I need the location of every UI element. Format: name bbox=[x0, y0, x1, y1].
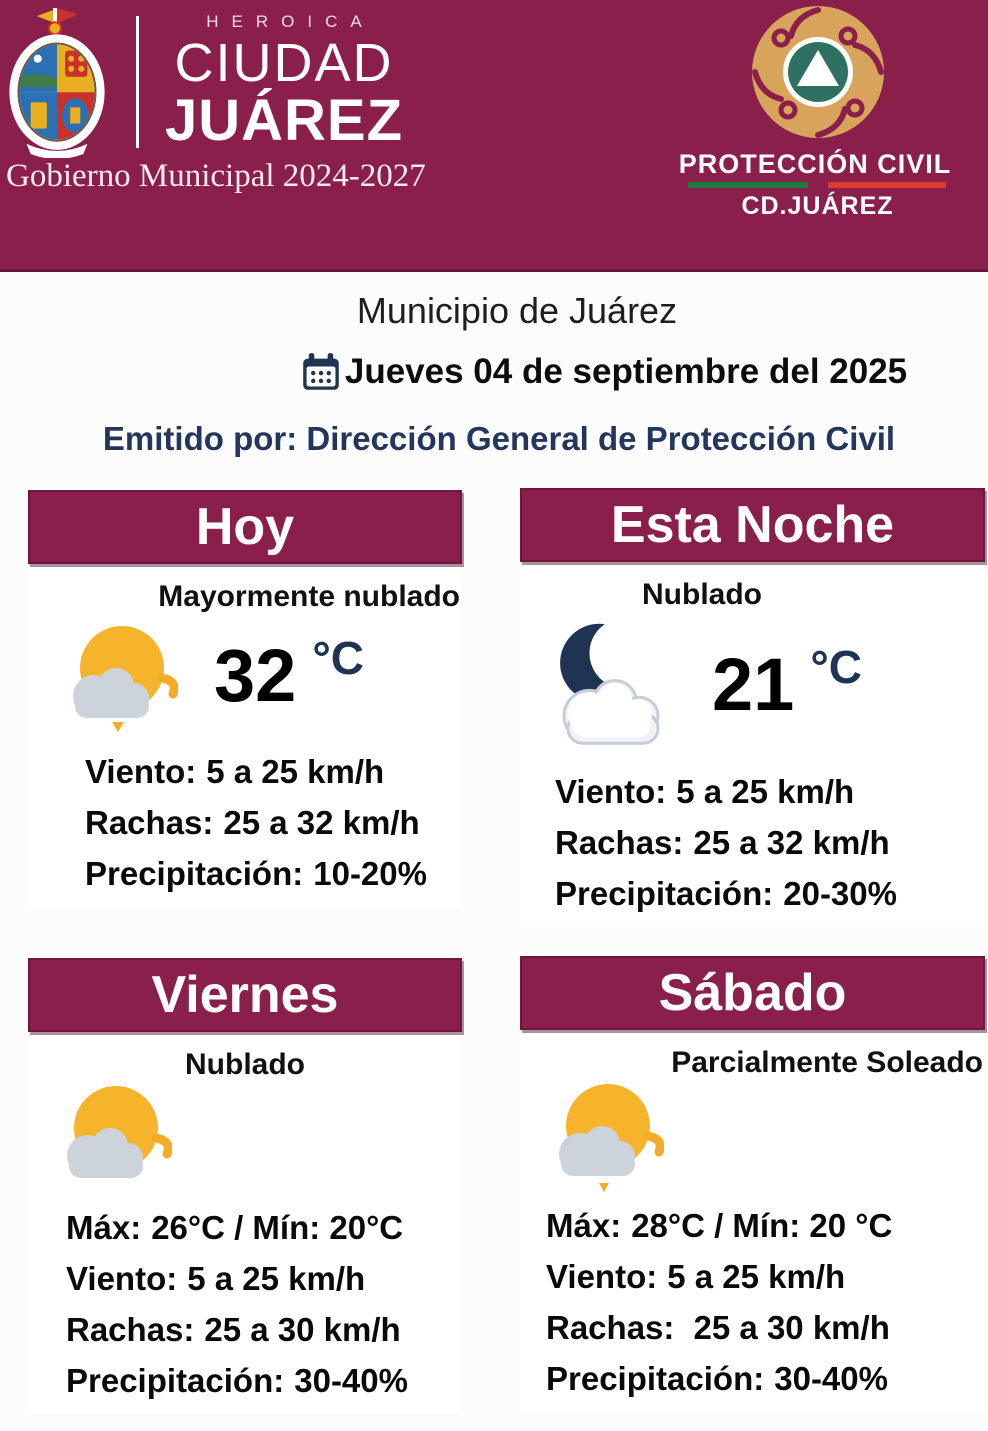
issued-by-label: Emitido por: Dirección General de Protec… bbox=[102, 420, 896, 457]
forecast-card-hoy: Hoy Mayormente nublado 32 °C Viento: 5 a … bbox=[28, 490, 462, 907]
detail-row-viento: Viento: 5 a 25 km/h bbox=[66, 1260, 366, 1297]
detail-row-precipitacion: Precipitación: 10-20% bbox=[85, 855, 427, 892]
forecast-details: Máx: 28°C / Mín: 20 °C Viento: 5 a 25 km/h… bbox=[520, 1200, 985, 1412]
condition-label: Parcialmente Soleado bbox=[671, 1046, 983, 1079]
header-divider bbox=[136, 16, 139, 148]
condition-label: Nublado bbox=[642, 578, 762, 611]
detail-row-viento: Viento: 5 a 25 km/h bbox=[85, 753, 385, 790]
detail-row-maxmin: Máx: 26°C / Mín: 20°C bbox=[66, 1209, 404, 1246]
condition-label: Mayormente nublado bbox=[158, 580, 460, 613]
detail-row-precipitacion: Precipitación: 20-30% bbox=[555, 875, 897, 912]
proteccion-civil-title: PROTECCIÓN CIVIL bbox=[678, 149, 952, 179]
detail-row-maxmin: Máx: 28°C / Mín: 20 °C bbox=[546, 1207, 893, 1244]
card-title-bar: Hoy bbox=[28, 490, 462, 564]
card-title-bar: Sábado bbox=[520, 956, 985, 1030]
forecast-card-esta-noche: Esta Noche Nublado 21 °C bbox=[520, 488, 985, 927]
detail-row-rachas: Rachas: 25 a 30 km/h bbox=[546, 1309, 890, 1346]
forecast-card-sabado: Sábado Parcialmente Soleado Máx: 28°C / M… bbox=[520, 956, 985, 1412]
card-title: Viernes bbox=[151, 966, 339, 1024]
detail-row-rachas: Rachas: 25 a 30 km/h bbox=[66, 1311, 401, 1348]
city-brand: HEROICA CIUDAD JUÁREZ bbox=[150, 12, 418, 150]
sun-cloud-icon bbox=[67, 1086, 172, 1178]
temp-number: 21 bbox=[712, 643, 795, 726]
forecast-details: Máx: 26°C / Mín: 20°C Viento: 5 a 25 km/h … bbox=[28, 1202, 462, 1414]
calendar-icon bbox=[303, 353, 339, 390]
detail-row-viento: Viento: 5 a 25 km/h bbox=[555, 773, 855, 810]
detail-row-precipitacion: Precipitación: 30-40% bbox=[66, 1362, 408, 1399]
temperature-value: 21 °C bbox=[712, 641, 862, 726]
brand-heroica: HEROICA bbox=[206, 12, 375, 31]
forecast-details: Viento: 5 a 25 km/h Rachas: 25 a 32 km/h P… bbox=[28, 746, 462, 907]
brand-ciudad: CIUDAD bbox=[174, 33, 394, 93]
proteccion-civil-underline bbox=[688, 182, 946, 188]
proteccion-civil-subtitle: CD.JUÁREZ bbox=[741, 192, 894, 220]
detail-row-viento: Viento: 5 a 25 km/h bbox=[546, 1258, 846, 1295]
temp-unit: °C bbox=[312, 632, 364, 684]
sun-cloud-icon bbox=[559, 1084, 664, 1192]
moon-cloud-icon bbox=[560, 617, 660, 745]
bulletin-date: Jueves 04 de septiembre del 2025 bbox=[344, 352, 908, 391]
card-title-bar: Viernes bbox=[28, 958, 462, 1032]
icon-row bbox=[520, 1082, 985, 1194]
condition-label: Nublado bbox=[185, 1048, 305, 1081]
proteccion-civil-emblem-icon bbox=[752, 6, 884, 138]
underline-red-segment bbox=[828, 182, 946, 188]
icon-row bbox=[28, 1084, 462, 1196]
city-coat-of-arms-icon bbox=[9, 8, 105, 158]
sun-cloud-icon bbox=[73, 626, 178, 732]
detail-row-precipitacion: Precipitación: 30-40% bbox=[546, 1360, 888, 1397]
card-title: Esta Noche bbox=[610, 496, 895, 554]
card-title-bar: Esta Noche bbox=[520, 488, 985, 562]
card-title: Sábado bbox=[658, 964, 847, 1022]
temperature-value: 32 °C bbox=[214, 632, 364, 717]
page-title: Municipio de Juárez bbox=[356, 290, 678, 331]
temperature-row: 32 °C bbox=[28, 616, 462, 736]
header-banner: HEROICA CIUDAD JUÁREZ Gobierno Municipal… bbox=[0, 0, 988, 272]
temp-unit: °C bbox=[810, 641, 862, 693]
temperature-row: 21 °C bbox=[520, 614, 985, 756]
forecast-card-viernes: Viernes Nublado Máx: 26°C / Mín: 20°C Vie… bbox=[28, 958, 462, 1414]
detail-row-rachas: Rachas: 25 a 32 km/h bbox=[85, 804, 420, 841]
detail-row-rachas: Rachas: 25 a 32 km/h bbox=[555, 824, 890, 861]
underline-green-segment bbox=[688, 182, 808, 188]
gobierno-municipal-label: Gobierno Municipal 2024-2027 bbox=[6, 158, 426, 194]
temp-number: 32 bbox=[214, 634, 297, 717]
brand-juarez: JUÁREZ bbox=[164, 88, 404, 153]
bulletin-date-row: Jueves 04 de septiembre del 2025 bbox=[110, 352, 988, 392]
card-title: Hoy bbox=[195, 498, 295, 556]
forecast-details: Viento: 5 a 25 km/h Rachas: 25 a 32 km/h P… bbox=[520, 766, 985, 927]
